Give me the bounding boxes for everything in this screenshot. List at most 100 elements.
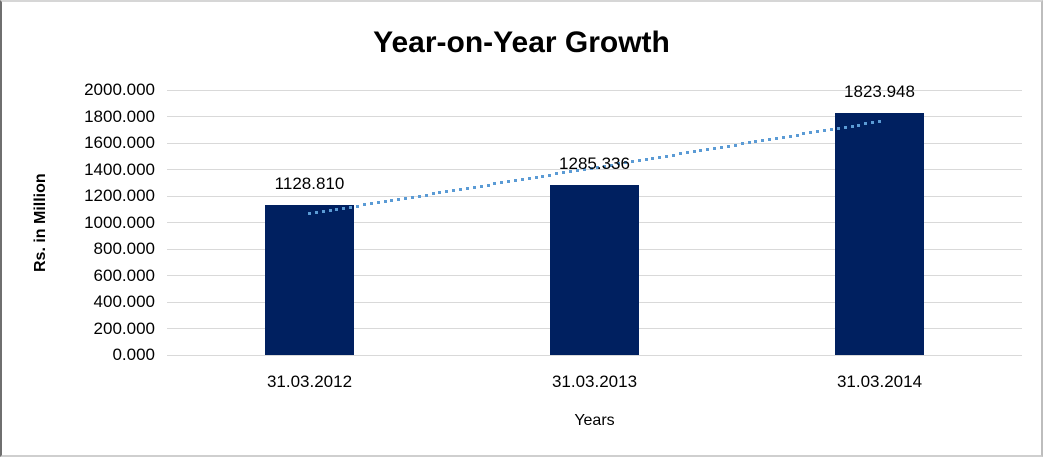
y-axis-tick-label: 1400.000: [84, 159, 155, 179]
trendline-dot: [699, 149, 703, 153]
trendline-dot: [383, 200, 387, 204]
trendline-dot: [500, 181, 504, 185]
trendline-dot: [706, 148, 710, 151]
trendline-dot: [541, 174, 545, 178]
bar-31.03.2012: [265, 205, 354, 355]
gridline: [167, 169, 1022, 170]
y-axis-tick-label: 1000.000: [84, 212, 155, 232]
trendline-dot: [665, 154, 669, 158]
trendline-dot: [740, 142, 744, 146]
y-axis-tick-label: 200.000: [93, 318, 155, 338]
trendline-dot: [726, 144, 730, 148]
trendline-dot: [692, 150, 696, 154]
trendline-dot: [356, 204, 360, 208]
trendline-dot: [445, 190, 449, 194]
data-label: 1128.810: [274, 174, 345, 194]
trendline-dot: [823, 129, 827, 133]
x-axis-tick-label: 31.03.2013: [551, 372, 638, 391]
trendline-dot: [507, 180, 511, 184]
gridline: [167, 142, 1022, 144]
trendline-dot: [582, 167, 586, 171]
data-label: 1285.336: [559, 153, 630, 173]
trendline-dot: [596, 165, 600, 169]
y-axis-tick-label: 1600.000: [84, 133, 155, 152]
data-label: 1823.948: [844, 82, 915, 102]
trendline-dot: [610, 163, 614, 167]
trendline-dot: [397, 197, 401, 201]
trendline-dot: [362, 203, 366, 207]
trendline-dot: [644, 157, 648, 161]
x-axis-title: Years: [574, 412, 615, 429]
bar-31.03.2013: [550, 184, 639, 355]
trendline-dot: [349, 205, 353, 209]
trendline-dot: [479, 184, 483, 188]
gridline: [167, 116, 1022, 117]
bar-31.03.2014: [835, 113, 924, 355]
trendline-dot: [761, 139, 765, 143]
trendline-dot: [603, 164, 607, 168]
gridline: [167, 354, 1022, 356]
trendline-dot: [651, 156, 655, 160]
trendline-dot: [527, 176, 531, 180]
trendline-dot: [617, 162, 621, 166]
trendline-dot: [658, 155, 662, 159]
trendline-dot: [562, 171, 566, 175]
trendline-dot: [369, 202, 373, 206]
trendline-dot: [417, 194, 421, 198]
trendline-dot: [836, 126, 840, 130]
trendline-dot: [465, 186, 469, 190]
trendline-dot: [575, 169, 579, 173]
trendline-dot: [514, 179, 518, 183]
x-axis-tick-label: 31.03.2014: [836, 372, 923, 391]
trendline-dot: [493, 182, 497, 186]
chart-title: Year-on-Year Growth: [373, 26, 670, 59]
trendline-dot: [678, 152, 682, 156]
trendline-dot: [623, 161, 627, 165]
trendline-dot: [671, 153, 675, 157]
trendline-dot: [754, 140, 758, 144]
y-axis-tick-label: 800.000: [93, 239, 155, 258]
y-axis-tick-label: 1800.000: [84, 106, 155, 126]
gridline: [167, 89, 1022, 91]
trendline-dot: [864, 122, 868, 126]
trendline-dot: [411, 195, 414, 199]
trendline-dot: [568, 170, 572, 174]
trendline-dot: [720, 145, 724, 149]
trendline-dot: [878, 120, 881, 124]
trendline-dot: [431, 192, 435, 196]
y-axis-tick-label: 0.000: [112, 345, 155, 364]
trendline-dot: [685, 151, 689, 155]
trendline-dot: [871, 121, 875, 125]
x-axis-tick-label: 31.03.2012: [266, 372, 353, 391]
trendline-dot: [321, 210, 325, 214]
trendline-dot: [390, 199, 394, 203]
trendline-dot: [768, 138, 772, 142]
trendline-dot: [452, 189, 456, 193]
trendline-dot: [843, 125, 847, 129]
y-axis-tick-label: 1200.000: [84, 186, 155, 205]
trendline-dot: [829, 128, 833, 132]
trendline-dot: [630, 160, 634, 164]
trendline-dot: [637, 159, 641, 163]
trendline-dot: [376, 201, 380, 205]
plot-area: 1128.810 1285.336 1823.948: [167, 82, 1022, 356]
trendline-dot: [472, 185, 476, 189]
trendline-dot: [788, 134, 792, 138]
y-axis-tick-label: 2000.000: [84, 80, 155, 99]
trendline-dot: [486, 183, 490, 187]
trendline-dot: [774, 136, 778, 140]
trendline-dot: [809, 131, 813, 135]
trendline-dot: [548, 173, 552, 177]
trendline-dot: [850, 124, 854, 128]
trendline-dot: [335, 207, 339, 211]
trendline-dot: [314, 211, 318, 215]
trendline-dot: [342, 206, 346, 210]
trendline-dot: [438, 191, 442, 195]
trendline-dot: [404, 196, 408, 200]
trendline-dot: [459, 187, 463, 191]
trendline-dot: [795, 133, 799, 137]
trendline-dot: [802, 132, 806, 136]
y-axis-tick-label: 400.000: [93, 292, 155, 311]
trendline-dot: [589, 166, 593, 170]
